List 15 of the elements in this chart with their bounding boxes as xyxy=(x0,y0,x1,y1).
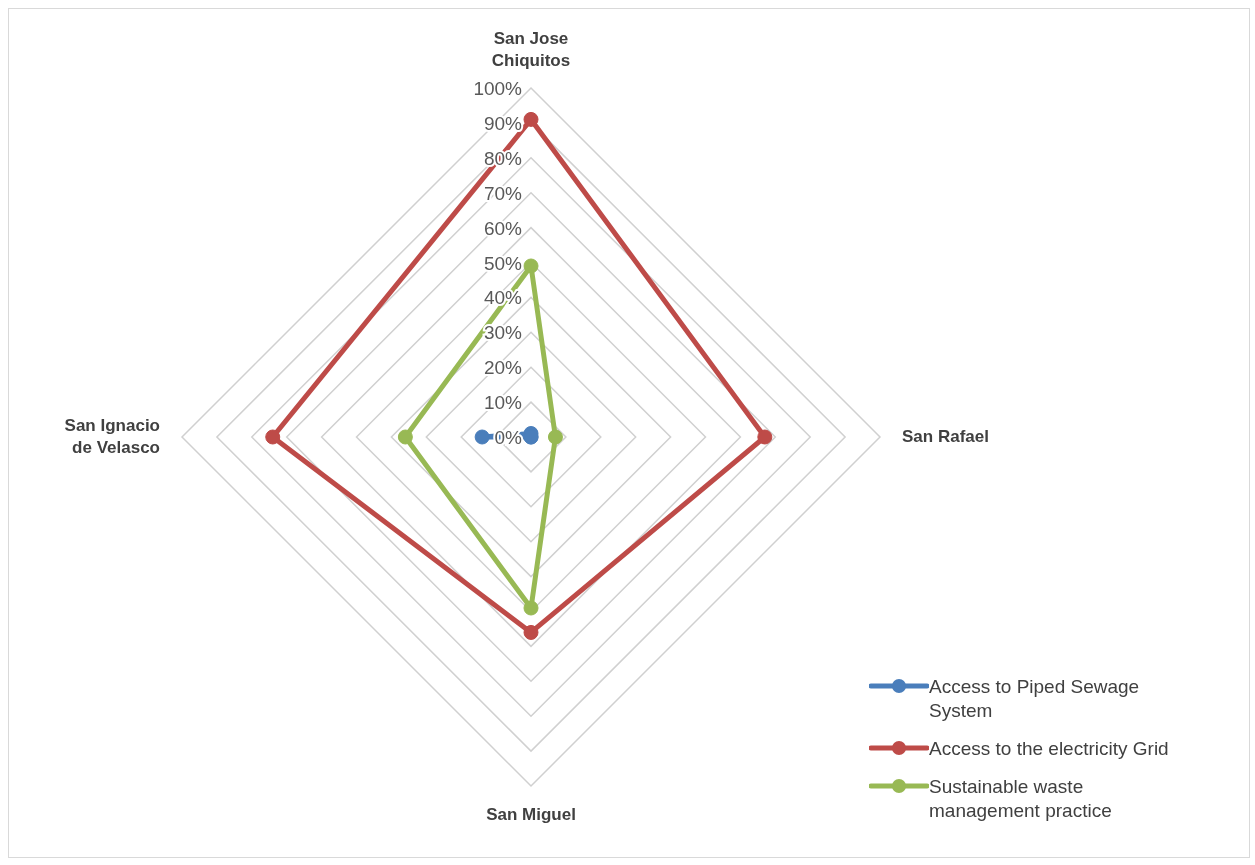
y-tick-label: 10% xyxy=(483,392,523,414)
y-tick-label: 50% xyxy=(483,252,523,274)
y-tick-label: 70% xyxy=(483,182,523,204)
y-tick-label: 100% xyxy=(473,78,523,99)
y-tick-label: 30% xyxy=(483,322,523,344)
y-tick-label: 90% xyxy=(483,112,523,134)
legend-label: Access to Piped Sewage System xyxy=(929,675,1141,723)
y-tick-label: 20% xyxy=(483,357,523,379)
legend-label: Access to the electricity Grid xyxy=(929,737,1169,761)
spoke-label: San Ignacio de Velasco xyxy=(64,416,160,457)
spoke-label: San Miguel xyxy=(486,805,576,824)
spoke-label: San Jose Chiquitos xyxy=(491,29,571,70)
legend-label: Sustainable waste management practice xyxy=(929,775,1113,823)
y-tick-label: 60% xyxy=(483,217,523,239)
spoke-label: San Rafael xyxy=(902,427,989,446)
